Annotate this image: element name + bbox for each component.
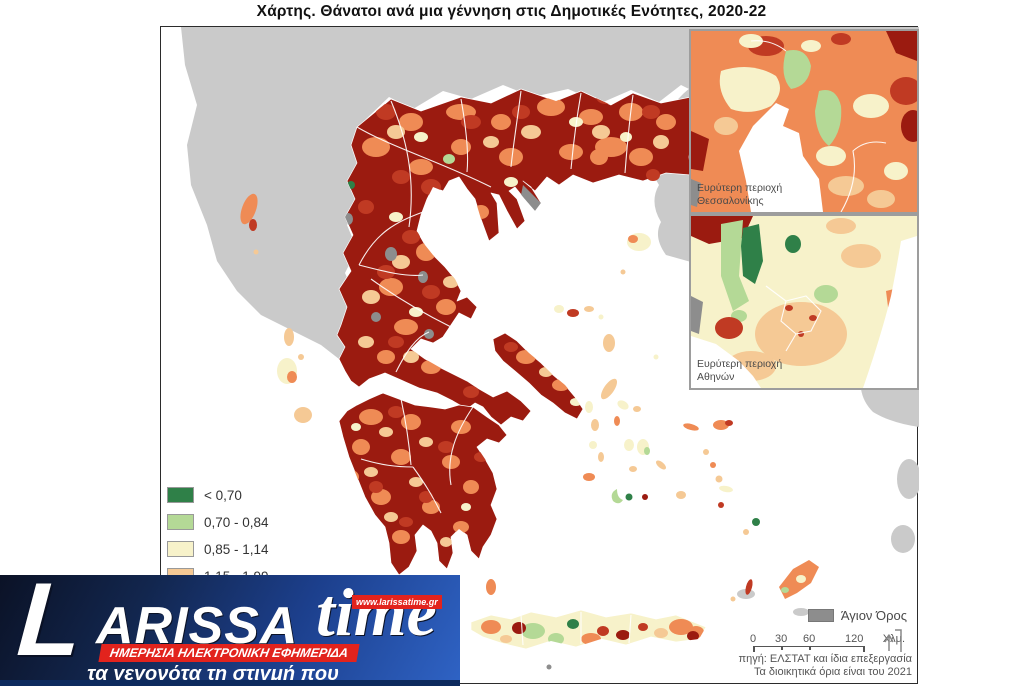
legend-swatch — [167, 487, 194, 503]
peloponnese — [338, 392, 508, 576]
aegean-ionian-islands — [240, 149, 819, 670]
inset-thessaloniki-map — [691, 31, 917, 212]
larissatime-logo: L ARISSA time www.larissatime.gr ΗΜΕΡΗΣΙ… — [0, 575, 460, 686]
scale-bar: 0 30 60 120 Χλμ. — [750, 633, 905, 653]
source-note: πηγή: ΕΛΣΤΑΤ και ίδια επεξεργασία Τα διο… — [738, 653, 912, 681]
scale-tick-label: 120 — [845, 633, 864, 645]
logo-url-ribbon: www.larissatime.gr — [352, 595, 442, 609]
greece-choropleth-map — [181, 27, 919, 670]
legend-label: 0,70 - 0,84 — [204, 514, 269, 530]
map-title: Χάρτης. Θάνατοι ανά μια γέννηση στις Δημ… — [256, 3, 767, 20]
north-arrow-icon — [884, 629, 902, 652]
agion-oros-key: Άγιον Όρος — [807, 608, 907, 623]
agion-oros-label: Άγιον Όρος — [840, 608, 907, 623]
inset-thessaloniki-label: Ευρύτερη περιοχή Θεσσαλονίκης — [697, 181, 783, 207]
inset-thessaloniki: Ευρύτερη περιοχή Θεσσαλονίκης — [689, 29, 919, 214]
inset-athens: Ευρύτερη περιοχή Αθηνών — [689, 214, 919, 390]
source-line-2: Τα διοικητικά όρια είναι του 2021 — [753, 666, 912, 679]
legend-label: < 0,70 — [204, 487, 242, 503]
map-frame: Ευρύτερη περιοχή Θεσσαλονίκης — [160, 26, 919, 684]
scale-numbers: 0 30 60 120 Χλμ. — [750, 633, 905, 646]
inset-athens-label: Ευρύτερη περιοχή Αθηνών — [697, 357, 783, 383]
scale-tick-label: 0 — [750, 633, 757, 645]
logo-tagline: τα γεγονότα τη στιγμή που συμβαίνουν — [87, 663, 339, 685]
legend-row: 0,85 - 1,14 — [167, 541, 269, 557]
scale-bar-line — [753, 646, 865, 653]
legend-row: < 0,70 — [167, 487, 269, 503]
legend-swatch — [167, 514, 194, 530]
legend-label: 0,85 - 1,14 — [204, 541, 269, 557]
scale-tick-label: 30 — [775, 633, 788, 645]
source-line-1: πηγή: ΕΛΣΤΑΤ και ίδια επεξεργασία — [738, 652, 912, 665]
legend-row: 0,70 - 0,84 — [167, 514, 269, 530]
inset-athens-map — [691, 216, 917, 388]
agion-oros-swatch — [807, 609, 834, 622]
crete-island — [470, 609, 707, 650]
logo-wordmark-time: time — [316, 575, 437, 650]
logo-subtitle-bar: ΗΜΕΡΗΣΙΑ ΗΛΕΚΤΡΟΝΙΚΗ ΕΦΗΜΕΡΙΔΑ — [98, 644, 360, 662]
mainland-greece — [336, 88, 694, 426]
legend-swatch — [167, 541, 194, 557]
scale-tick-label: 60 — [803, 633, 816, 645]
